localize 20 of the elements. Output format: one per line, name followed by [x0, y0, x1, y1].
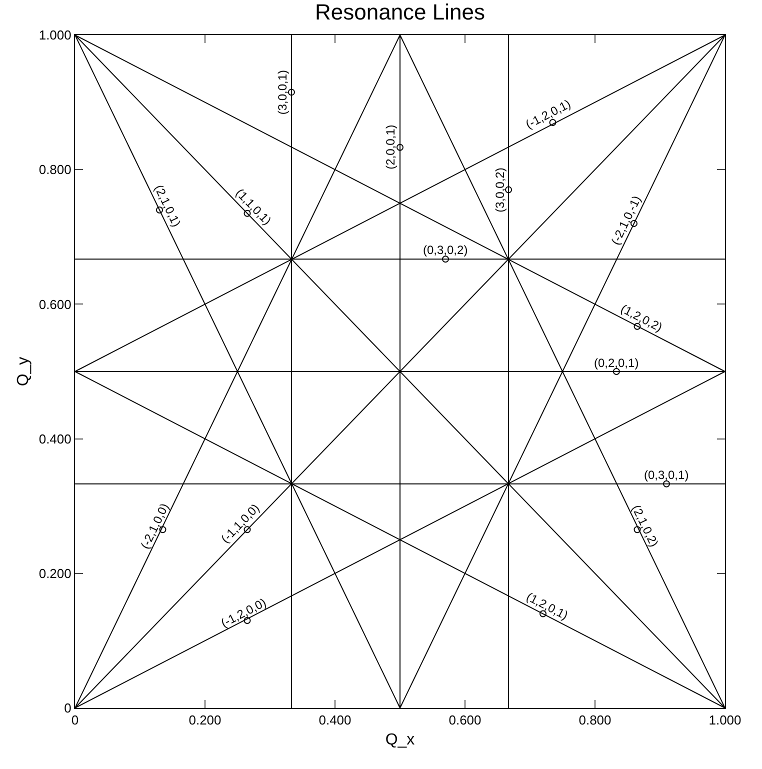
annotation: (2,0,0,1): [384, 124, 398, 170]
x-tick-label: 0.400: [318, 712, 352, 728]
x-tick-label: 0.600: [448, 712, 482, 728]
x-tick-label: 1.000: [708, 712, 742, 728]
chart-title: Resonance Lines: [314, 0, 486, 24]
y-tick-label: 0.800: [38, 162, 72, 178]
x-axis-title: Q_x: [385, 731, 415, 748]
x-tick-label: 0.800: [578, 712, 612, 728]
y-tick-label: 0.400: [38, 431, 72, 446]
y-tick-label: 0.600: [38, 296, 72, 312]
annotation: (0,3,0,1): [644, 468, 689, 482]
annotation: (3,0,0,1): [275, 70, 290, 115]
annotation: (0,2,0,1): [594, 356, 639, 370]
annotation: (3,0,0,2): [492, 168, 507, 212]
y-tick-label: 0: [64, 700, 72, 716]
y-tick-label: 1.000: [38, 28, 72, 43]
y-axis-title: Q_y: [14, 356, 32, 386]
annotation: (0,3,0,2): [423, 243, 468, 257]
x-tick-label: 0.200: [188, 712, 222, 728]
y-tick-label: 0.200: [38, 566, 72, 581]
